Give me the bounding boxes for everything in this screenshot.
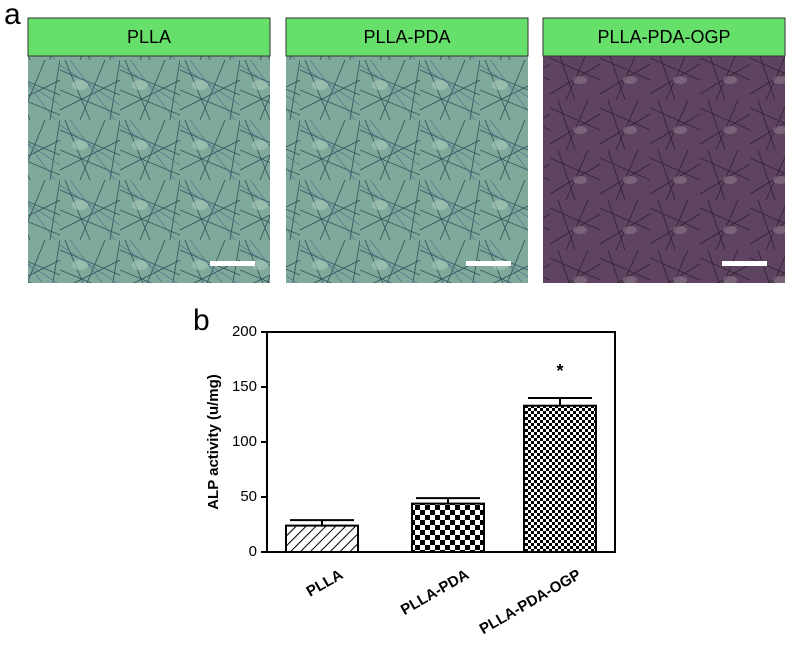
image-label: PLLA-PDA-OGP xyxy=(597,27,730,47)
image-label: PLLA-PDA xyxy=(363,27,450,47)
annotation: * xyxy=(556,361,563,381)
y-tick-label: 0 xyxy=(249,543,257,560)
y-axis-label: ALP activity (u/mg) xyxy=(205,374,222,510)
scale-bar xyxy=(722,261,767,266)
image-label-box xyxy=(542,17,786,57)
x-tick-label: PLLA-PDA-OGP xyxy=(477,566,584,638)
micrograph xyxy=(543,56,785,283)
micrograph xyxy=(286,56,528,283)
image-label: PLLA xyxy=(127,27,171,47)
bar xyxy=(411,502,485,554)
image-panel: PLLA PLLA-PDA PLLA-PDA-OGP xyxy=(27,17,786,283)
x-tick-label: PLLA-PDA xyxy=(398,566,472,619)
image-label-box xyxy=(285,17,529,57)
micrograph xyxy=(28,56,270,283)
y-tick-label: 50 xyxy=(240,488,257,505)
panel-label: b xyxy=(193,304,210,337)
bar xyxy=(285,524,359,553)
image-label-box xyxy=(27,17,271,57)
x-tick-label: PLLA xyxy=(304,566,347,600)
panel-label: a xyxy=(4,0,21,31)
y-tick-label: 100 xyxy=(232,433,257,450)
scale-bar xyxy=(210,261,255,266)
scale-bar xyxy=(466,261,511,266)
y-tick-label: 150 xyxy=(232,378,257,395)
bar xyxy=(523,404,597,554)
y-tick-label: 200 xyxy=(232,323,257,340)
